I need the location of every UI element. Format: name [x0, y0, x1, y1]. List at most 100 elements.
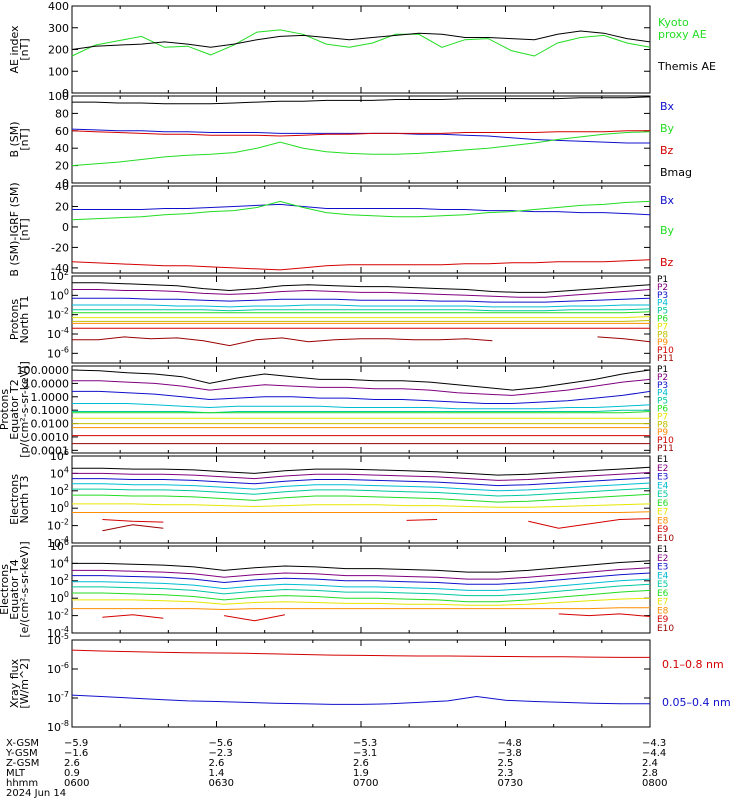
y-tick-label: 100	[50, 590, 69, 605]
y-tick-exponent: -4	[61, 326, 69, 335]
panel-frame	[71, 185, 651, 274]
y-axis-label: Xray flux	[8, 658, 21, 708]
x-axis-value: 2.6	[209, 758, 225, 769]
legend-label: E8	[657, 516, 669, 526]
series-line-e8	[72, 607, 650, 611]
series-line-bmag	[72, 96, 651, 105]
series-line-kyoto-proxy-ae	[71, 29, 651, 57]
x-axis-value: −3.8	[498, 748, 522, 759]
series-line-p5	[72, 409, 650, 414]
panel-frame	[71, 5, 651, 94]
legend-label: P2	[657, 283, 668, 293]
legend-label: Bmag	[660, 166, 692, 179]
y-axis-label: B (SM)	[8, 121, 21, 157]
y-tick-exponent: 4	[64, 465, 69, 474]
legend-label: E7	[657, 508, 668, 518]
series-line-bx	[71, 128, 650, 144]
legend-label: E4	[657, 571, 669, 581]
y-tick-exponent: 6	[64, 448, 69, 457]
y-tick-label: 10-8	[47, 719, 69, 734]
y-tick-label: 104	[50, 555, 69, 570]
y-tick-exponent: -2	[61, 307, 69, 316]
y-axis-label: [nT]	[18, 38, 31, 60]
legend-label: E5	[657, 490, 668, 500]
y-tick-base: 10	[50, 289, 64, 302]
y-tick-exponent: 0	[64, 287, 69, 296]
y-tick-exponent: 6	[64, 538, 69, 547]
x-axis-date: 2024 Jun 14	[6, 788, 66, 799]
series-line-bz	[71, 130, 650, 137]
legend-label: E6	[657, 499, 669, 509]
y-tick-label: 400	[48, 0, 69, 13]
legend-label: Themis AE	[657, 60, 716, 73]
x-axis-value: 2.4	[642, 758, 658, 769]
y-tick-base: 10	[47, 610, 61, 623]
y-tick-label: 80	[55, 107, 69, 120]
series-line-e4	[72, 482, 651, 492]
series-line-e9	[224, 614, 285, 622]
y-tick-label: 300	[48, 22, 69, 35]
series-line-e6	[72, 493, 651, 503]
y-tick-exponent: -4	[61, 625, 69, 634]
series-line-bx	[72, 203, 651, 216]
series-line-0-05-0-4-nm	[71, 694, 650, 705]
series-line-by	[71, 200, 651, 221]
y-tick-label: -20	[51, 241, 69, 254]
panel-2: 0 20 40 60 80 100 B (SM)[nT] Bx By Bz Bmag	[8, 90, 692, 190]
x-axis-value: 0600	[64, 778, 89, 789]
y-tick-base: 10	[47, 328, 61, 341]
legend-label: P7	[657, 322, 668, 332]
y-tick-label: 102	[50, 268, 69, 283]
x-axis-value: 2.5	[498, 758, 514, 769]
y-tick-base: 10	[50, 450, 64, 463]
legend-label: Bx	[660, 194, 675, 207]
series-line-bz	[71, 259, 651, 271]
series-line-e9	[102, 519, 164, 523]
x-axis-value: −2.3	[209, 748, 233, 759]
y-tick-label: 106	[50, 538, 69, 553]
series-line-p3	[72, 297, 651, 303]
x-axis-annotations: X-GSM −5.9 −5.6 −5.3 −4.8 −4.3 Y-GSM −1.6 −2.3 −3…	[5, 738, 667, 799]
legend-label: E2	[657, 464, 668, 474]
series-line-e1	[72, 560, 651, 573]
y-tick-base: 10	[50, 592, 64, 605]
y-tick-exponent: -5	[61, 632, 69, 641]
series-line-e3	[72, 572, 651, 585]
y-tick-exponent: -6	[61, 661, 69, 670]
panel-frame	[71, 365, 651, 454]
y-tick-exponent: 4	[64, 555, 69, 564]
series-line-p4	[72, 304, 650, 308]
y-tick-label: 0	[62, 87, 69, 100]
panel-5: 100.000010.00001.00000.10000.01000.00100…	[0, 361, 674, 458]
legend-label: P11	[657, 444, 674, 454]
series-line-p11	[72, 336, 493, 347]
y-tick-base: 10	[50, 270, 64, 283]
series-line-p1	[71, 369, 651, 391]
legend-label: P9	[657, 428, 668, 438]
y-tick-label: 10-2	[47, 518, 69, 533]
series-line-e5	[72, 583, 651, 597]
y-tick-exponent: -6	[61, 345, 69, 354]
series-line-p6	[72, 411, 651, 414]
x-axis-value: −4.4	[642, 748, 666, 759]
y-tick-base: 10	[47, 347, 61, 360]
y-tick-label: 100.0000	[17, 364, 70, 377]
y-tick-exponent: 2	[64, 483, 69, 492]
y-tick-base: 10	[50, 557, 64, 570]
series-line-p2	[72, 289, 651, 298]
y-tick-label: 0.0100	[31, 418, 70, 431]
y-tick-exponent: 0	[64, 500, 69, 509]
y-tick-label: 0.1000	[31, 404, 70, 417]
x-axis-row-name: MLT	[6, 768, 26, 779]
y-axis-label: [nT]	[18, 218, 31, 240]
legend-label: P10	[657, 346, 674, 356]
panel-frame	[71, 545, 651, 634]
series-line-e3	[72, 477, 651, 487]
x-axis-value: 1.4	[209, 768, 225, 779]
series-line-e9	[528, 518, 651, 529]
y-axis-label: Protons	[0, 389, 11, 430]
y-tick-label: 10-2	[47, 608, 69, 623]
